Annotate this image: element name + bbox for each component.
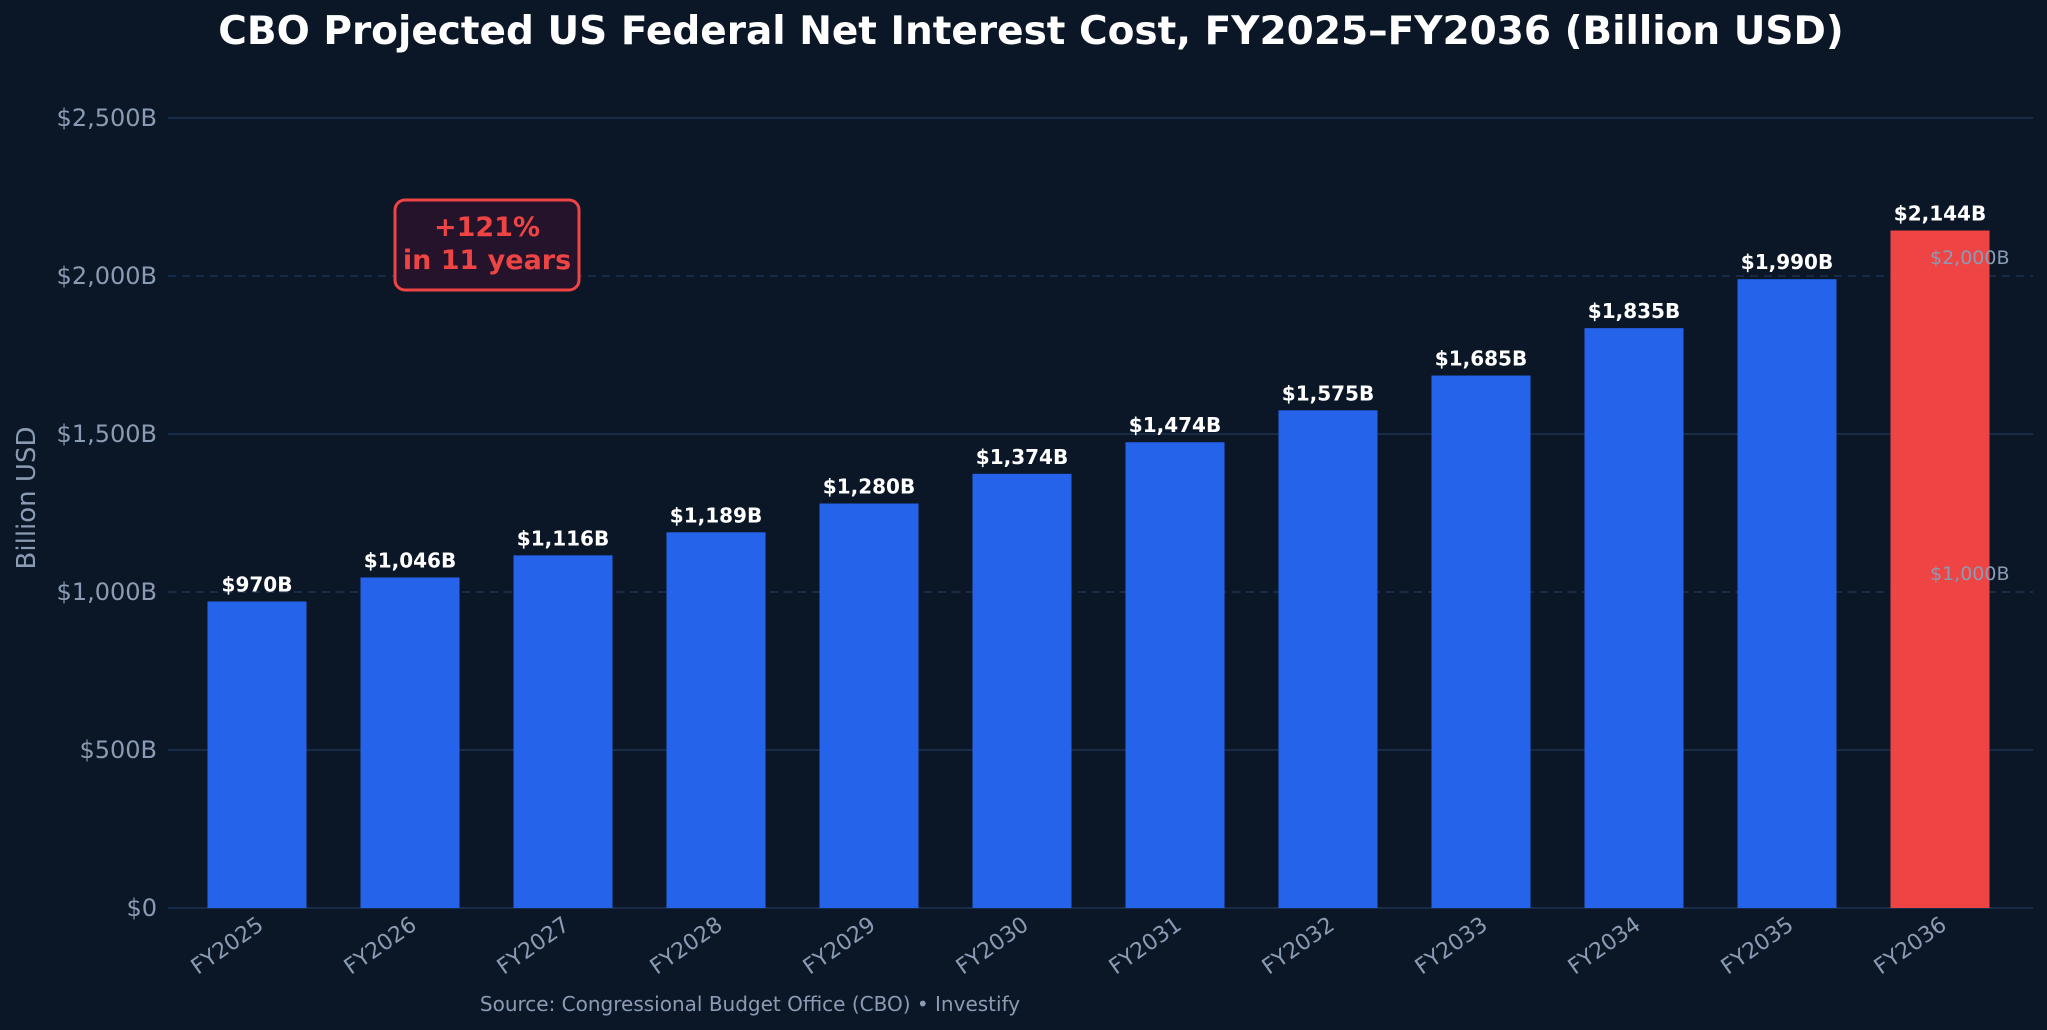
annotation-line-2: in 11 years	[403, 245, 571, 276]
bar	[360, 577, 460, 908]
y-tick-label: $2,500B	[57, 104, 157, 132]
bar-value-label: $1,374B	[976, 445, 1068, 469]
bar-value-label: $1,116B	[517, 526, 609, 550]
bar	[1125, 442, 1225, 908]
bar	[1431, 375, 1531, 908]
annotation-box	[393, 198, 581, 292]
bar	[819, 503, 919, 908]
y-axis-ticks: $0 $500B $1,000B $1,500B $2,000B $2,500B	[57, 104, 157, 922]
bar-value-label: $1,189B	[670, 503, 762, 527]
y-tick-label: $500B	[79, 736, 157, 764]
reference-line-label: $1,000B	[1930, 563, 2010, 585]
x-tick-label: FY2032	[1258, 912, 1340, 980]
x-tick-label: FY2036	[1870, 912, 1952, 980]
bar-value-label: $1,280B	[823, 475, 915, 499]
source-note: Source: Congressional Budget Office (CBO…	[480, 992, 1020, 1016]
bar-value-label: $1,990B	[1741, 250, 1833, 274]
bar-value-label: $1,835B	[1588, 299, 1680, 323]
bar-value-label: $2,144B	[1894, 201, 1986, 225]
reference-line-label: $2,000B	[1930, 247, 2010, 269]
bar	[666, 532, 766, 908]
growth-annotation: +121% in 11 years	[393, 198, 581, 292]
reference-labels: $1,000B $2,000B	[1930, 247, 2010, 585]
bar-value-label: $970B	[222, 572, 293, 596]
bar	[207, 601, 307, 908]
bar	[1890, 230, 1990, 909]
bars	[207, 230, 1990, 909]
x-tick-label: FY2033	[1411, 912, 1493, 980]
y-tick-label: $1,000B	[57, 578, 157, 606]
x-tick-label: FY2025	[187, 912, 269, 980]
bar	[1737, 279, 1837, 908]
x-tick-label: FY2035	[1717, 912, 1799, 980]
x-tick-label: FY2031	[1105, 912, 1187, 980]
bar-value-label: $1,474B	[1129, 413, 1221, 437]
y-tick-label: $2,000B	[57, 262, 157, 290]
x-tick-label: FY2027	[493, 912, 575, 980]
bar-value-label: $1,575B	[1282, 381, 1374, 405]
x-tick-label: FY2030	[952, 912, 1034, 980]
x-tick-label: FY2029	[799, 912, 881, 980]
annotation-line-1: +121%	[434, 212, 540, 243]
bar-value-label: $1,685B	[1435, 347, 1527, 371]
y-tick-label: $1,500B	[57, 420, 157, 448]
x-tick-label: FY2034	[1564, 912, 1646, 980]
chart-title: CBO Projected US Federal Net Interest Co…	[218, 9, 1843, 54]
bar	[972, 473, 1072, 908]
x-tick-label: FY2026	[340, 912, 422, 980]
y-axis-label: Billion USD	[12, 427, 42, 570]
bar	[513, 555, 613, 908]
y-tick-label: $0	[126, 894, 157, 922]
bar-value-label: $1,046B	[364, 548, 456, 572]
x-tick-label: FY2028	[646, 912, 728, 980]
bar	[1278, 410, 1378, 908]
x-axis-ticks: FY2025 FY2026 FY2027 FY2028 FY2029 FY2030 FY20…	[187, 912, 1952, 980]
bar-value-labels: $970B $1,046B $1,116B $1,189B $1,280B $1,374B…	[222, 201, 1987, 596]
bar	[1584, 328, 1684, 908]
